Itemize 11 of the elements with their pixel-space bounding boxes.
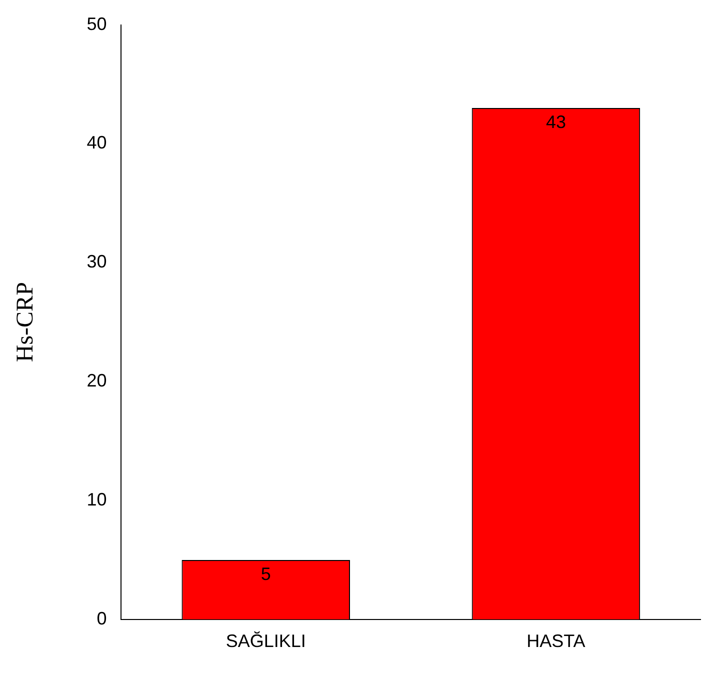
y-axis-title: Hs-CRP [12, 282, 39, 362]
x-tick-label: HASTA [526, 631, 586, 652]
y-tick-label: 10 [86, 489, 107, 510]
y-tick-label: 20 [86, 370, 107, 391]
x-tick-label: SAĞLIKLI [226, 631, 306, 652]
y-tick-label: 30 [86, 252, 107, 272]
y-tick-label: 40 [86, 132, 107, 153]
y-tick-label: 50 [86, 14, 107, 34]
data-label: 5 [260, 564, 271, 584]
data-label: 43 [546, 112, 566, 132]
y-tick-label: 0 [96, 608, 107, 628]
